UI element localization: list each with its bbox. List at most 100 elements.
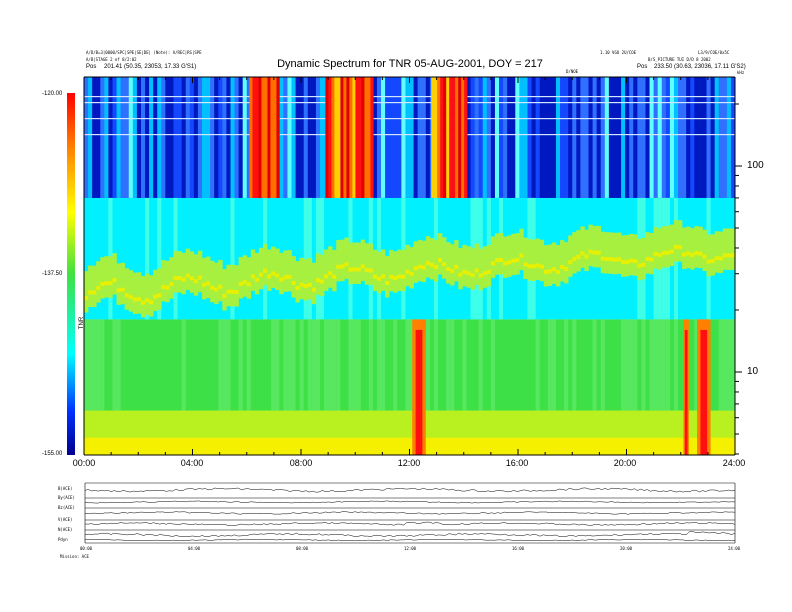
upper-texture-col — [104, 77, 109, 198]
lower-x-tick-3: 12:00 — [404, 546, 417, 551]
low-texture-col — [673, 319, 679, 411]
upper-texture-col — [669, 77, 675, 198]
low-texture-col — [551, 319, 556, 411]
emission-core — [84, 296, 89, 301]
upper-texture-col — [568, 77, 573, 198]
lower-panels — [84, 482, 736, 544]
emission-col — [596, 225, 602, 268]
upper-texture-col — [319, 77, 325, 198]
upper-texture-col — [283, 77, 288, 198]
emission-col — [706, 234, 711, 277]
emission-core — [189, 276, 195, 281]
emission-col — [722, 228, 728, 270]
upper-texture-col — [165, 77, 170, 198]
emission-core — [462, 269, 467, 274]
emission-core — [124, 293, 130, 298]
emission-col — [348, 242, 353, 285]
upper-texture-col — [543, 77, 549, 198]
emission-core — [397, 274, 402, 279]
colorbar-label: TNR — [79, 316, 86, 330]
header-left-pos-label: Pos — [86, 64, 97, 70]
upper-texture-col — [584, 77, 589, 198]
lower-trace — [84, 511, 736, 515]
emission-core — [584, 254, 589, 259]
emission-col — [486, 245, 492, 287]
low-texture-col — [181, 319, 186, 411]
emission-col — [181, 252, 187, 295]
emission-col — [466, 246, 471, 288]
emission-col — [372, 249, 378, 292]
emission-core — [714, 256, 720, 261]
emission-core — [637, 263, 642, 268]
emission-core — [197, 275, 203, 280]
low-texture-col — [462, 319, 467, 411]
low-texture-col — [625, 319, 630, 411]
emission-core — [352, 267, 357, 272]
y-tick-100: 100 — [747, 160, 764, 171]
upper-burst-col — [337, 77, 341, 198]
upper-texture-col — [730, 77, 736, 198]
emission-col — [230, 264, 235, 307]
low-texture-col — [324, 319, 329, 411]
emission-core — [96, 286, 101, 291]
emission-core — [132, 297, 138, 302]
emission-core — [169, 282, 174, 287]
emission-col — [437, 233, 443, 275]
emission-col — [682, 227, 687, 270]
emission-col — [535, 238, 540, 280]
upper-texture-col — [470, 77, 475, 198]
upper-texture-col — [645, 77, 650, 198]
upper-burst-col — [270, 77, 274, 198]
emission-core — [458, 272, 463, 277]
low-texture-col — [376, 319, 382, 411]
lower-footer: Mission: ACE — [60, 554, 89, 559]
emission-core — [230, 289, 235, 294]
emission-core — [560, 264, 565, 269]
lower-row-label-5: Pdyn — [58, 537, 68, 542]
emission-col — [625, 234, 630, 277]
upper-burst-col — [349, 77, 353, 198]
emission-core — [555, 269, 561, 274]
upper-texture-col — [608, 77, 614, 198]
upper-burst-col — [452, 77, 456, 198]
band-low-yellow — [84, 437, 735, 455]
low-texture-col — [718, 319, 723, 411]
emission-col — [442, 237, 447, 279]
upper-texture-col — [311, 77, 317, 198]
upper-burst-col — [446, 77, 450, 198]
upper-texture-col — [173, 77, 178, 198]
low-texture-col — [283, 319, 288, 411]
low-texture-col — [405, 319, 410, 411]
low-texture-col — [299, 319, 304, 411]
upper-texture-col — [197, 77, 203, 198]
upper-texture-col — [572, 77, 577, 198]
header-left-line1: A/D/B=3|0000/SPC|SPE|SE|DE| (Note): A/RE… — [86, 50, 202, 55]
emission-col — [657, 228, 663, 270]
emission-core — [649, 257, 654, 262]
upper-burst-col — [261, 77, 265, 198]
upper-texture-col — [523, 77, 528, 198]
emission-core — [588, 249, 593, 254]
upper-texture-col — [376, 77, 382, 198]
low-texture-col — [368, 319, 373, 411]
emission-core — [348, 267, 353, 272]
emission-core — [218, 284, 223, 289]
emission-core — [128, 295, 134, 300]
upper-texture-col — [600, 77, 606, 198]
emission-col — [112, 253, 117, 295]
emission-col — [307, 258, 313, 300]
low-texture-col — [226, 319, 231, 411]
emission-core — [193, 279, 199, 284]
upper-texture-col — [413, 77, 418, 198]
emission-core — [698, 251, 703, 256]
emission-col — [637, 238, 642, 281]
emission-col — [324, 249, 329, 291]
emission-col — [543, 245, 549, 287]
lower-row-label-0: B(ACE) — [58, 486, 73, 491]
emission-core — [263, 268, 268, 273]
emission-col — [295, 261, 300, 303]
low-texture-col — [409, 319, 414, 411]
emission-core — [381, 274, 386, 279]
emission-col — [177, 251, 182, 293]
low-texture-col — [328, 319, 333, 411]
